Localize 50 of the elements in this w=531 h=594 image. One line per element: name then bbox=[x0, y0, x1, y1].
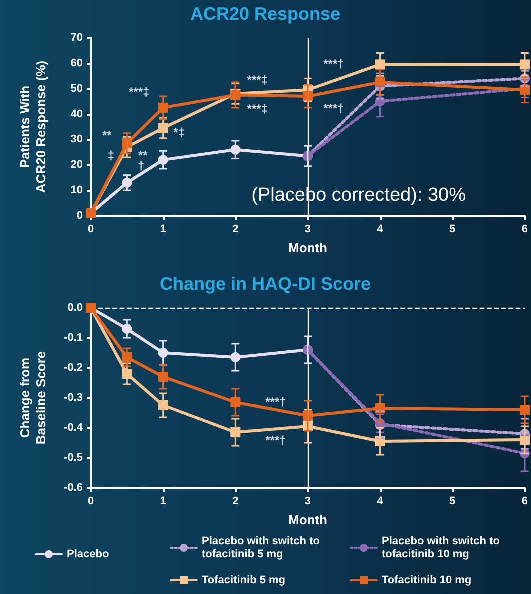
annotation: ***† bbox=[266, 434, 286, 448]
y-tick-label: 40 bbox=[70, 108, 83, 120]
y-tick-label: -0.1 bbox=[64, 332, 83, 344]
x-tick-label: 2 bbox=[232, 224, 239, 236]
x-tick-label: 3 bbox=[304, 496, 312, 508]
x-tick-label: 1 bbox=[160, 496, 166, 508]
chart-title: ACR20 Response bbox=[190, 4, 341, 24]
y-tick-label: -0.2 bbox=[64, 362, 83, 374]
legend-label: Placebo bbox=[67, 548, 110, 560]
legend-label: Placebo with switch to tofacitinib 10 mg bbox=[382, 536, 504, 560]
annotation: ***‡ bbox=[128, 84, 150, 99]
y-tick-label: -0.6 bbox=[64, 482, 83, 494]
y-tick-label: 20 bbox=[70, 159, 83, 172]
x-tick-label: 1 bbox=[160, 224, 166, 236]
y-tick-label: 60 bbox=[70, 57, 83, 70]
x-tick-label: 2 bbox=[232, 496, 239, 508]
annotation: ***‡ bbox=[247, 72, 268, 87]
x-tick-label: 6 bbox=[522, 496, 528, 508]
annotation: ***† bbox=[266, 395, 286, 409]
y-tick-label: -0.5 bbox=[64, 452, 83, 464]
legend-label: Placebo with switch to tofacitinib 5 mg bbox=[202, 536, 324, 560]
x-tick-label: 4 bbox=[377, 496, 384, 508]
x-tick-label: 5 bbox=[450, 224, 456, 236]
y-tick-label: 0 bbox=[76, 210, 83, 222]
x-tick-label: 3 bbox=[304, 224, 312, 236]
annotation: *‡ bbox=[174, 125, 185, 140]
y-axis-title: Change from Baseline Score bbox=[18, 351, 48, 445]
y-tick-label: -0.3 bbox=[64, 392, 83, 404]
annotation: ***‡ bbox=[247, 102, 268, 116]
legend-label: Tofacitinib 5 mg bbox=[202, 574, 286, 586]
x-tick-label: 5 bbox=[450, 496, 456, 508]
y-tick-label: 50 bbox=[70, 82, 83, 95]
y-tick-label: 0.0 bbox=[68, 302, 83, 314]
annotation: ** bbox=[102, 128, 112, 143]
x-axis-title: Month bbox=[288, 240, 328, 256]
annotation: ***† bbox=[324, 101, 344, 116]
y-tick-label: 10 bbox=[70, 184, 83, 197]
y-axis-title: Patients With ACR20 Response (%) bbox=[18, 60, 48, 194]
y-tick-label: 70 bbox=[70, 32, 83, 44]
annotation: ‡ bbox=[108, 148, 115, 162]
y-tick-label: 30 bbox=[70, 134, 83, 146]
x-tick-label: 6 bbox=[522, 224, 528, 236]
x-tick-label: 0 bbox=[88, 224, 94, 236]
chart-title: Change in HAQ-DI Score bbox=[160, 274, 372, 294]
x-tick-label: 4 bbox=[377, 224, 384, 236]
legend-label: Tofacitinib 10 mg bbox=[382, 574, 472, 586]
x-tick-label: 0 bbox=[88, 496, 94, 508]
annotation: ***† bbox=[324, 57, 344, 72]
y-tick-label: -0.4 bbox=[64, 422, 84, 434]
x-axis-title: Month bbox=[288, 512, 328, 528]
